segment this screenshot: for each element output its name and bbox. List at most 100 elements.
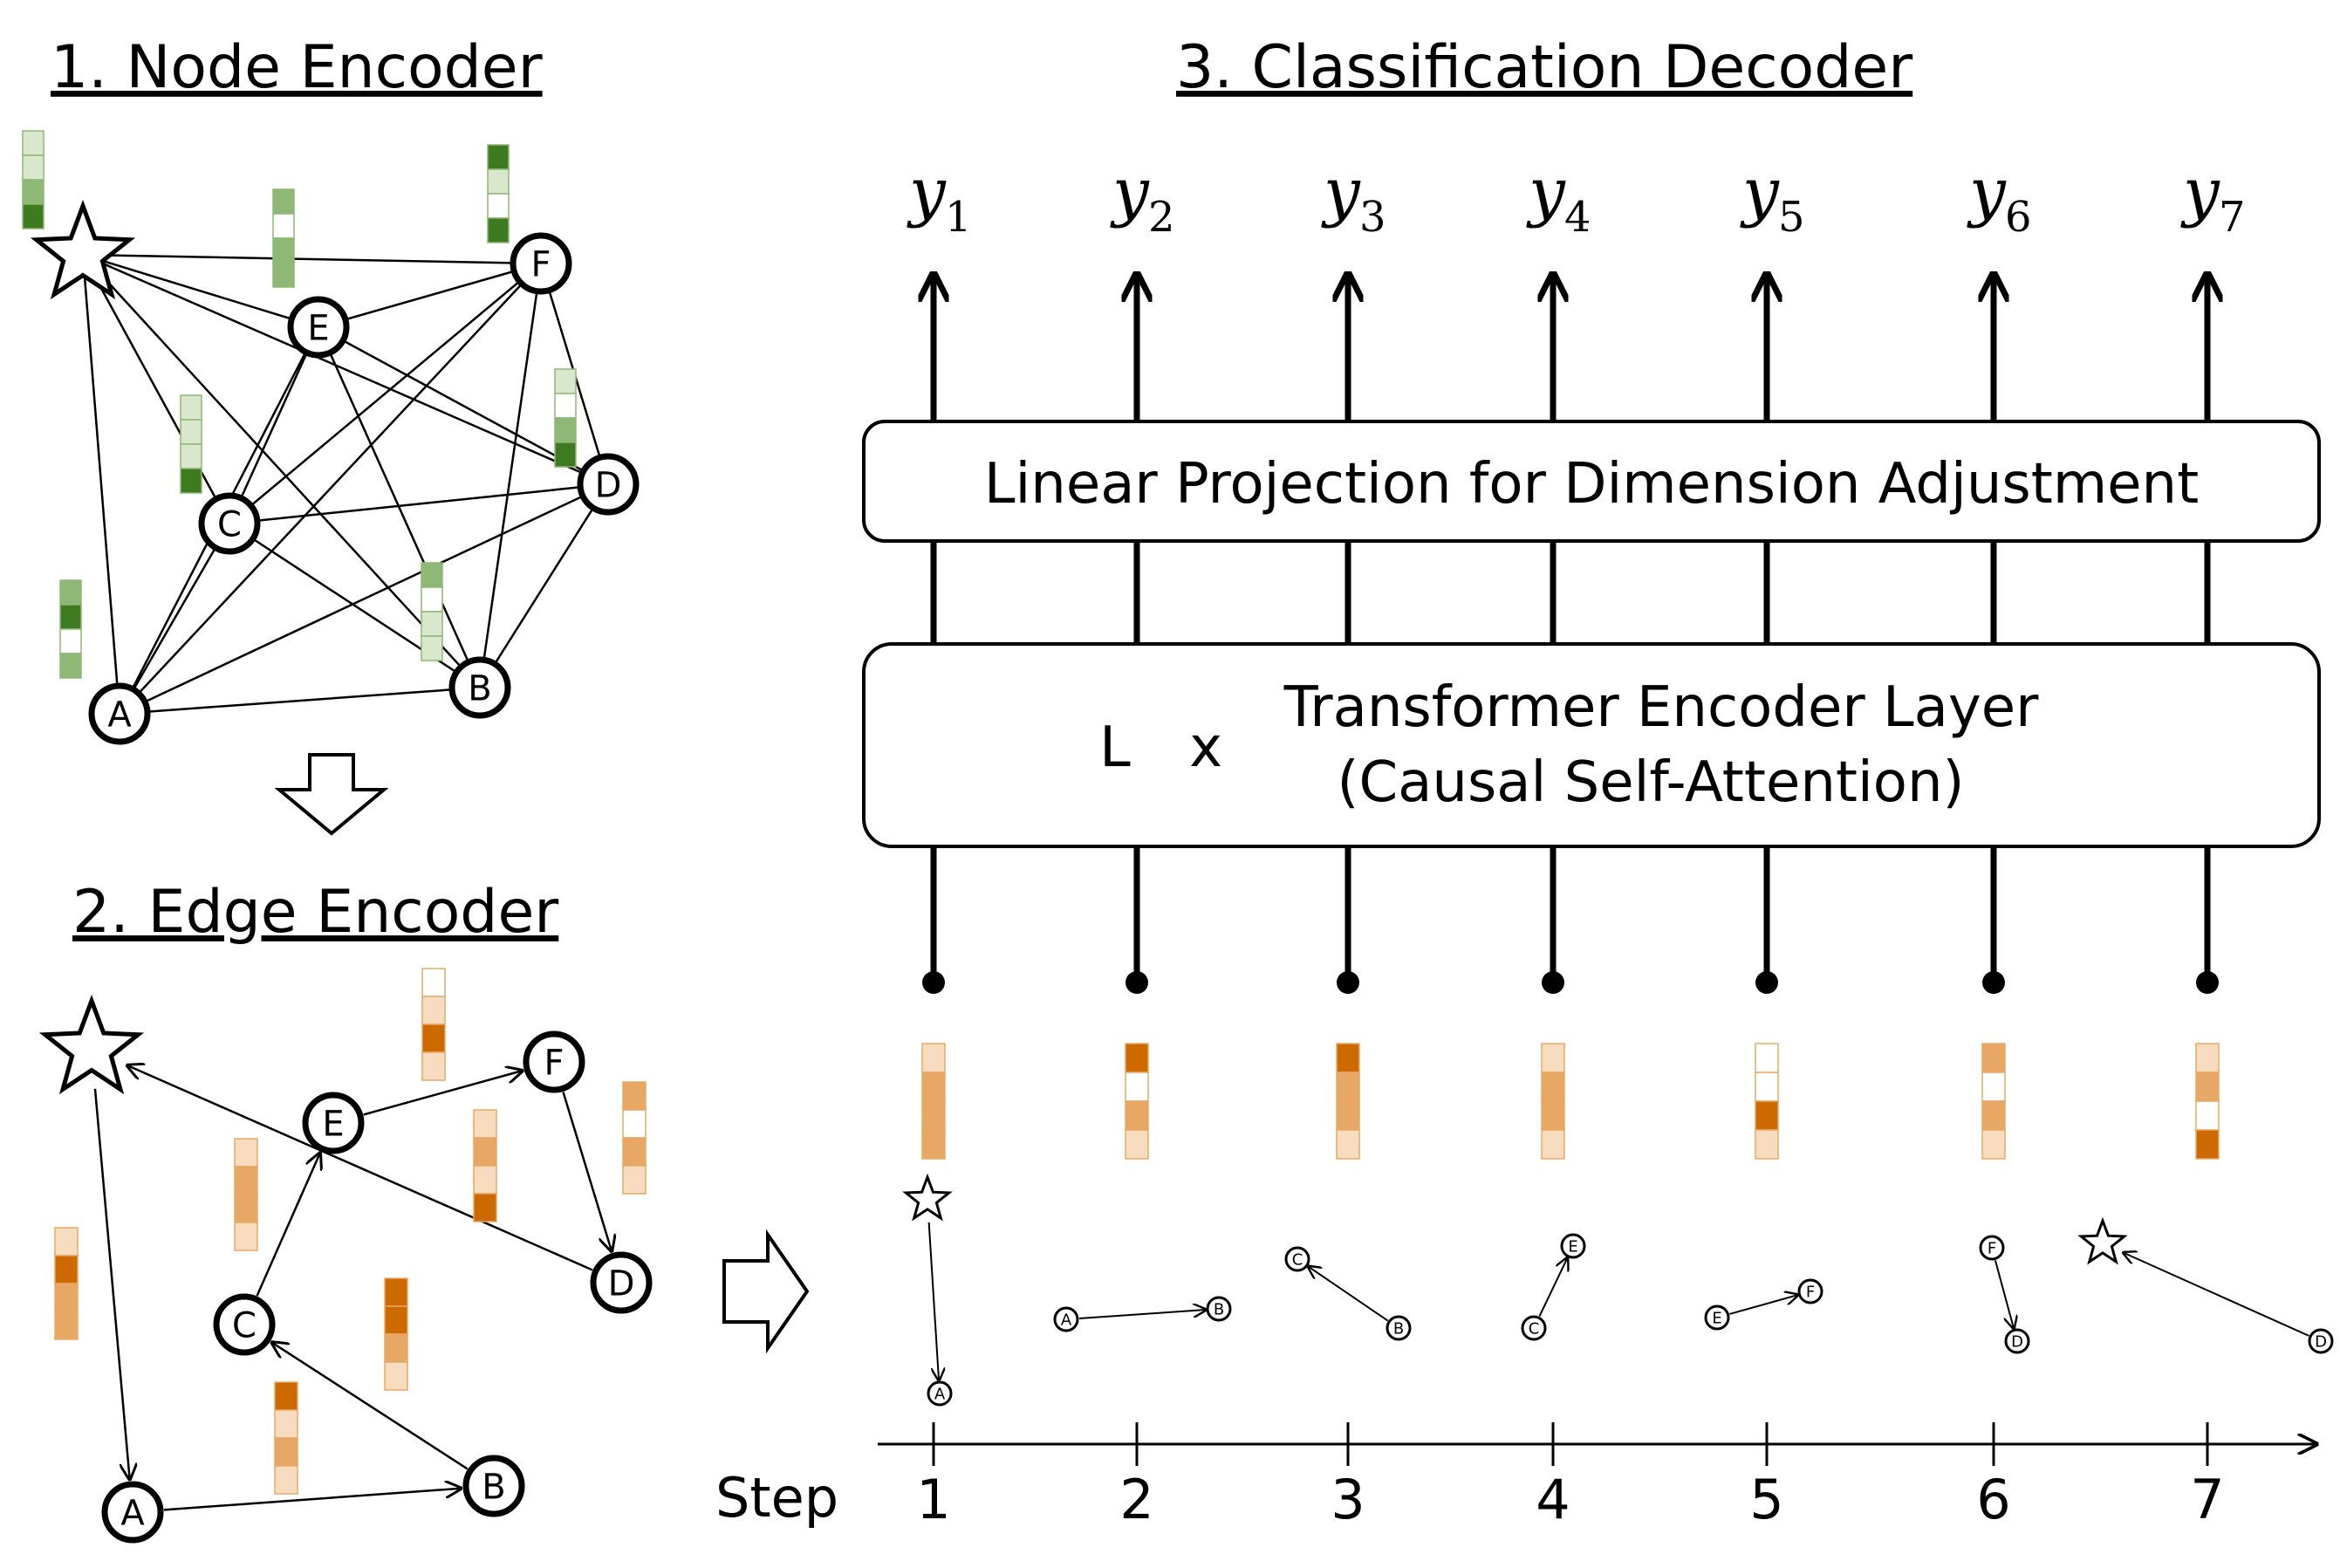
graph-edge xyxy=(82,253,609,486)
step-edge-arrow xyxy=(927,1222,939,1380)
step-edge-arrow xyxy=(1078,1310,1206,1319)
step-node-f-label: F xyxy=(1806,1283,1815,1301)
step-node-c: C xyxy=(1284,1246,1310,1272)
token-vector xyxy=(1336,1043,1360,1160)
edge-vector-cell xyxy=(622,1137,647,1167)
token-vector-cell xyxy=(2195,1072,2220,1102)
token-vector-cell xyxy=(921,1072,946,1102)
edge-node-b-circle xyxy=(462,1455,525,1517)
edge-vector-cell xyxy=(234,1222,258,1251)
output-subscript: 7 xyxy=(2219,193,2246,242)
node-e-circle xyxy=(287,296,350,359)
graph-edge xyxy=(228,326,320,524)
directed-edge xyxy=(93,1088,130,1479)
node-vector-cell xyxy=(22,130,44,156)
step-edge-arrow xyxy=(1308,1266,1389,1322)
node-vector-cell xyxy=(272,213,295,239)
node-vector-cell xyxy=(554,393,577,419)
edge-vector-cell xyxy=(622,1081,647,1111)
token-input-dot xyxy=(1126,971,1148,994)
output-subscript: 3 xyxy=(1359,193,1386,242)
step-node-c: C xyxy=(1521,1315,1547,1341)
linear-projection-label: Linear Projection for Dimension Adjustme… xyxy=(984,452,2199,517)
step-tick-1: 1 xyxy=(916,1422,951,1531)
token-vector-cell xyxy=(921,1129,946,1160)
edge-node-b-label: B xyxy=(482,1467,505,1507)
node-f: F xyxy=(510,232,572,295)
edge-node-e-circle xyxy=(302,1092,365,1154)
edge-vector-cell xyxy=(622,1109,647,1139)
graph-edge xyxy=(119,686,481,716)
edge-vector-cell xyxy=(473,1165,497,1195)
token-vector-cell xyxy=(1755,1100,1779,1131)
edge-vector-cell xyxy=(234,1166,258,1195)
directed-edge xyxy=(562,1092,611,1250)
node-feature-vectors xyxy=(22,130,577,679)
start-star-icon xyxy=(902,1173,953,1222)
linear-projection-box xyxy=(862,420,2321,543)
token-input-dot xyxy=(2196,971,2219,994)
edge-vector-cell xyxy=(54,1255,79,1284)
node-vector-cell xyxy=(22,154,44,181)
node-f-label: F xyxy=(530,244,551,284)
token-vector-cell xyxy=(2195,1100,2220,1131)
token-vector-cell xyxy=(1125,1043,1149,1073)
node-vector xyxy=(421,562,443,661)
node-vector-cell xyxy=(180,468,202,494)
node-a: A xyxy=(88,682,151,745)
step-node-a-label: A xyxy=(934,1385,946,1403)
step-node-a-circle xyxy=(927,1380,953,1407)
step-edge-3: BC xyxy=(1284,1246,1412,1341)
step-node-e-label: E xyxy=(1712,1309,1721,1327)
output-symbol: y xyxy=(1740,154,1780,229)
token-vector xyxy=(921,1043,946,1160)
node-vector-cell xyxy=(22,203,44,229)
graph-edge xyxy=(318,262,542,329)
step-node-e: E xyxy=(1560,1233,1586,1259)
step-tick-label: 5 xyxy=(1749,1468,1783,1531)
edge-vector-cell xyxy=(421,1024,446,1053)
token-vector-cell xyxy=(921,1100,946,1131)
node-vector-cell xyxy=(487,193,510,219)
node-vector-cell xyxy=(554,368,577,394)
step-axis-label: Step xyxy=(715,1466,838,1530)
step-node-d: D xyxy=(2004,1328,2030,1354)
edge-vector-cell xyxy=(473,1193,497,1222)
token-input-dot xyxy=(1982,971,2005,994)
edge-node-a-circle xyxy=(101,1481,164,1544)
token-vector-cell xyxy=(1125,1072,1149,1102)
graph-edge xyxy=(229,263,542,524)
token-vector xyxy=(1755,1043,1779,1160)
token-input-dot xyxy=(922,971,945,994)
edge-node-e: E xyxy=(302,1092,365,1154)
node-vector-cell xyxy=(180,394,202,421)
step-tick-4: 4 xyxy=(1536,1422,1570,1531)
edge-vector-cell xyxy=(274,1409,298,1439)
step-edge-arrow xyxy=(1729,1295,1797,1315)
node-vector-cell xyxy=(272,237,295,264)
step-edge-6: FD xyxy=(1979,1235,2030,1354)
edge-node-d: D xyxy=(590,1251,653,1314)
step-axis-ticks: 1 2 3 4 5 6 7 xyxy=(916,1422,2225,1531)
graph-edge xyxy=(317,326,482,688)
output-subscript: 2 xyxy=(1148,193,1175,242)
graph-edge xyxy=(229,483,609,525)
edge-node-c-circle xyxy=(213,1293,276,1356)
graph-edge xyxy=(119,483,609,716)
edge-feature-vectors xyxy=(54,968,647,1495)
step-tick-6: 6 xyxy=(1976,1422,2011,1531)
token-vector-cell xyxy=(1125,1100,1149,1131)
transformer-encoder-box xyxy=(862,642,2321,848)
token-vector-cell xyxy=(1541,1043,1565,1073)
edge-vector-cell xyxy=(384,1333,408,1363)
node-vector-cell xyxy=(554,442,577,468)
step-edge-5: EF xyxy=(1704,1278,1823,1331)
edge-node-e-label: E xyxy=(322,1104,344,1144)
token-vector xyxy=(1125,1043,1149,1160)
step-node-f-circle xyxy=(1979,1235,2005,1261)
step-node-b-circle xyxy=(1386,1315,1412,1341)
